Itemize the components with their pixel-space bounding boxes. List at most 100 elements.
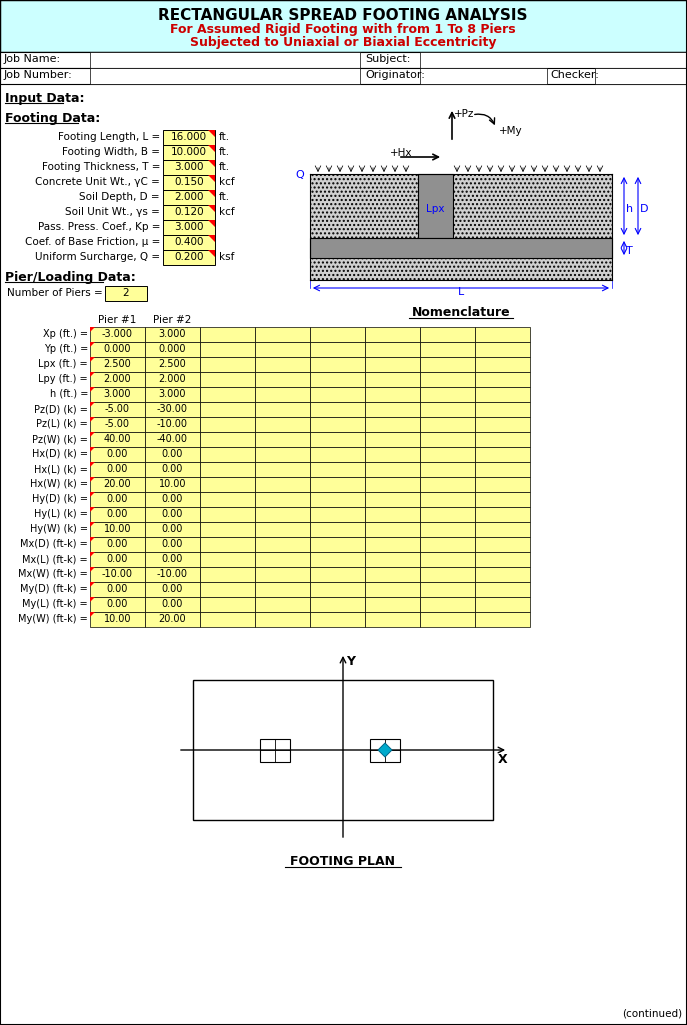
Text: 2.000: 2.000 bbox=[174, 192, 204, 202]
Bar bbox=[200, 417, 255, 432]
Polygon shape bbox=[90, 447, 95, 452]
Text: Hy(D) (k) =: Hy(D) (k) = bbox=[32, 494, 88, 504]
Bar bbox=[255, 507, 310, 522]
Text: 0.150: 0.150 bbox=[174, 177, 204, 187]
Bar bbox=[90, 372, 145, 387]
Bar bbox=[365, 402, 420, 417]
Bar bbox=[365, 597, 420, 612]
Bar bbox=[595, 68, 687, 84]
Bar bbox=[365, 357, 420, 372]
Text: Xp (ft.) =: Xp (ft.) = bbox=[43, 329, 88, 339]
Bar bbox=[255, 432, 310, 447]
Bar bbox=[365, 507, 420, 522]
Bar bbox=[255, 462, 310, 477]
Polygon shape bbox=[90, 582, 95, 587]
Bar bbox=[365, 477, 420, 492]
Text: h: h bbox=[626, 204, 633, 214]
Bar bbox=[145, 492, 200, 507]
Text: Lpy (ft.) =: Lpy (ft.) = bbox=[38, 374, 88, 384]
Text: Pier/Loading Data:: Pier/Loading Data: bbox=[5, 271, 136, 284]
Polygon shape bbox=[90, 537, 95, 542]
Bar bbox=[420, 372, 475, 387]
Text: 0.000: 0.000 bbox=[159, 344, 186, 354]
Bar bbox=[365, 372, 420, 387]
Text: Checker:: Checker: bbox=[550, 70, 599, 80]
Text: Hx(D) (k) =: Hx(D) (k) = bbox=[32, 449, 88, 459]
Text: My(L) (ft-k) =: My(L) (ft-k) = bbox=[23, 599, 88, 609]
Bar bbox=[475, 387, 530, 402]
Text: 10.000: 10.000 bbox=[171, 147, 207, 157]
Bar bbox=[255, 342, 310, 357]
Bar bbox=[163, 130, 215, 145]
Polygon shape bbox=[208, 190, 215, 197]
Bar bbox=[475, 417, 530, 432]
Text: 0.200: 0.200 bbox=[174, 252, 204, 262]
Text: T: T bbox=[626, 246, 633, 256]
Bar bbox=[475, 582, 530, 597]
Bar bbox=[145, 552, 200, 567]
Text: 0.00: 0.00 bbox=[162, 524, 183, 534]
Bar bbox=[105, 286, 147, 301]
Bar bbox=[90, 582, 145, 597]
Bar bbox=[145, 477, 200, 492]
Polygon shape bbox=[208, 235, 215, 242]
Bar bbox=[475, 462, 530, 477]
Bar bbox=[420, 552, 475, 567]
Text: Pz(W) (k) =: Pz(W) (k) = bbox=[32, 434, 88, 444]
Text: 0.00: 0.00 bbox=[106, 464, 128, 474]
Text: Q: Q bbox=[295, 170, 304, 180]
Bar bbox=[310, 612, 365, 627]
Text: 0.00: 0.00 bbox=[106, 554, 128, 564]
Bar bbox=[255, 582, 310, 597]
Bar bbox=[420, 507, 475, 522]
Bar bbox=[475, 477, 530, 492]
Text: 0.00: 0.00 bbox=[162, 494, 183, 504]
Bar bbox=[420, 387, 475, 402]
Text: Pz(D) (k) =: Pz(D) (k) = bbox=[34, 404, 88, 414]
Text: 0.000: 0.000 bbox=[104, 344, 131, 354]
Text: Subject:: Subject: bbox=[365, 54, 410, 64]
Text: Soil Unit Wt., γs =: Soil Unit Wt., γs = bbox=[65, 207, 160, 217]
Text: Pass. Press. Coef., Kp =: Pass. Press. Coef., Kp = bbox=[38, 222, 160, 232]
Bar bbox=[310, 432, 365, 447]
Bar bbox=[255, 552, 310, 567]
Bar bbox=[200, 597, 255, 612]
Bar bbox=[420, 417, 475, 432]
Bar bbox=[145, 582, 200, 597]
Bar bbox=[420, 357, 475, 372]
Bar bbox=[145, 417, 200, 432]
Bar bbox=[0, 52, 687, 68]
Text: -3.000: -3.000 bbox=[102, 329, 133, 339]
Text: 40.00: 40.00 bbox=[104, 434, 131, 444]
Text: Coef. of Base Friction, μ =: Coef. of Base Friction, μ = bbox=[25, 237, 160, 247]
Text: 0.00: 0.00 bbox=[106, 584, 128, 594]
Bar bbox=[310, 402, 365, 417]
Bar bbox=[475, 552, 530, 567]
Polygon shape bbox=[208, 250, 215, 257]
Bar bbox=[255, 522, 310, 537]
Polygon shape bbox=[90, 342, 95, 347]
Text: -10.00: -10.00 bbox=[102, 569, 133, 579]
Text: -5.00: -5.00 bbox=[105, 404, 130, 414]
Text: 0.00: 0.00 bbox=[106, 539, 128, 549]
Bar bbox=[255, 447, 310, 462]
Text: 2.000: 2.000 bbox=[159, 374, 186, 384]
Text: Pz(L) (k) =: Pz(L) (k) = bbox=[36, 419, 88, 429]
Bar bbox=[200, 492, 255, 507]
Bar bbox=[365, 327, 420, 342]
Text: ft.: ft. bbox=[219, 132, 230, 142]
Bar bbox=[420, 402, 475, 417]
Bar bbox=[255, 612, 310, 627]
Text: 3.000: 3.000 bbox=[174, 162, 204, 172]
Text: -10.00: -10.00 bbox=[157, 419, 188, 429]
Bar bbox=[260, 738, 290, 762]
Text: 0.00: 0.00 bbox=[106, 599, 128, 609]
Text: 2: 2 bbox=[123, 288, 129, 298]
Bar bbox=[163, 160, 215, 175]
Bar bbox=[475, 327, 530, 342]
Text: 3.000: 3.000 bbox=[159, 390, 186, 399]
Text: Originator:: Originator: bbox=[365, 70, 425, 80]
Text: ft.: ft. bbox=[219, 162, 230, 172]
Bar bbox=[310, 597, 365, 612]
Text: Lpx: Lpx bbox=[426, 204, 444, 214]
